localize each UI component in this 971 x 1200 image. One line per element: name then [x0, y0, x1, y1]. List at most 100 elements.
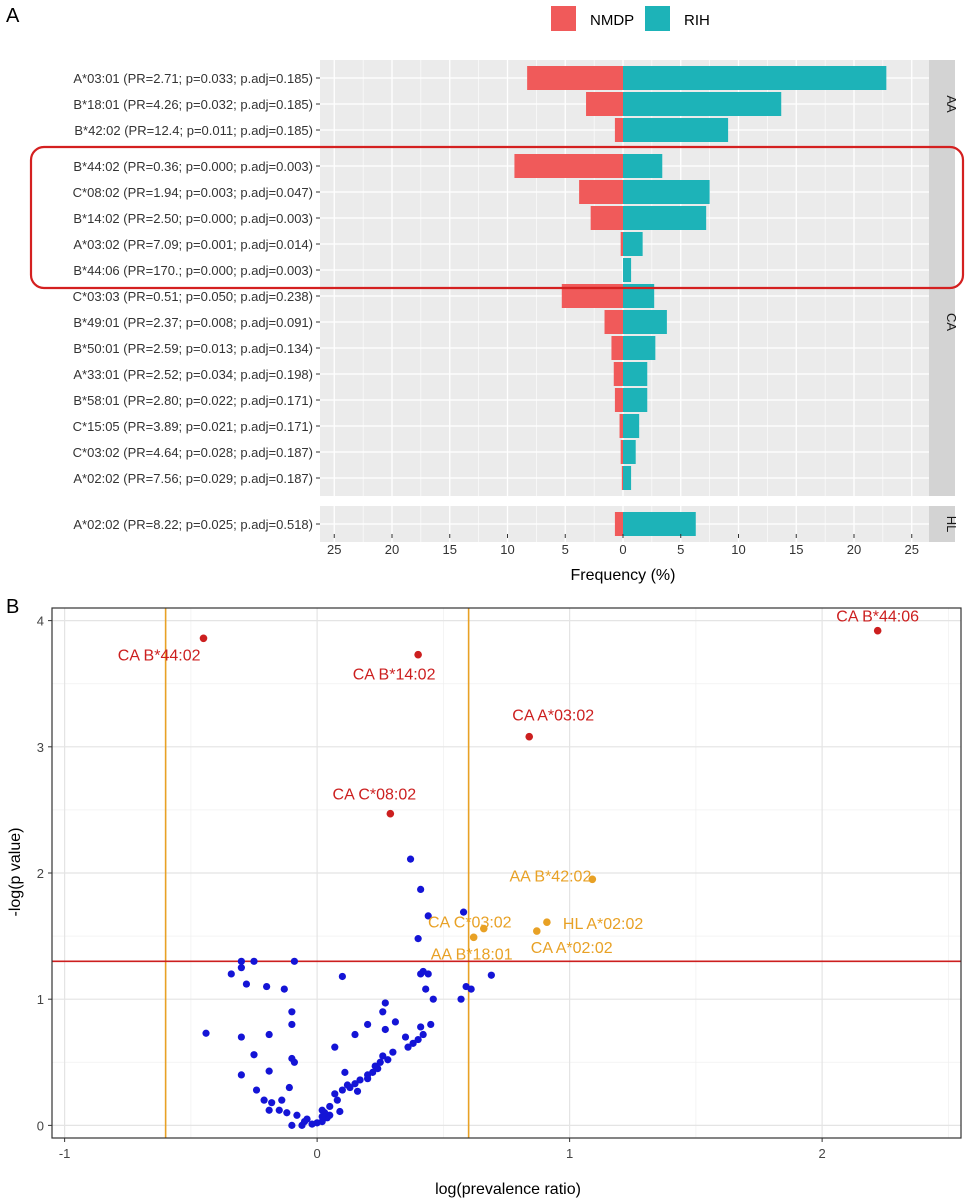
point-other: [250, 1051, 258, 1059]
bar-rih: [623, 310, 667, 334]
point-other: [237, 1033, 245, 1041]
point-other: [288, 1008, 296, 1016]
point-nominal: [588, 875, 597, 884]
point-other: [288, 1020, 296, 1029]
point-label: CA B*14:02: [353, 667, 436, 684]
facet-strip-label: HL: [944, 516, 959, 533]
x-tick-label: 25: [905, 542, 919, 557]
bar-nmdp: [614, 512, 623, 536]
point-other: [353, 1087, 362, 1095]
bar-nmdp: [527, 66, 623, 90]
x-axis-title-b: log(prevalence ratio): [435, 1181, 581, 1198]
point-other: [237, 964, 245, 972]
point-other: [414, 1035, 422, 1044]
x-tick-label: 1: [566, 1146, 573, 1161]
point-significant: [873, 626, 882, 635]
point-other: [260, 1096, 268, 1104]
bar-rih: [623, 388, 648, 412]
x-tick-label: 15: [443, 542, 457, 557]
point-other: [364, 1020, 372, 1029]
point-significant: [414, 650, 422, 659]
row-label: C*03:03 (PR=0.51; p=0.050; p.adj=0.238): [73, 289, 313, 304]
point-other: [427, 1020, 435, 1029]
point-other: [300, 1117, 309, 1126]
point-nominal: [533, 927, 541, 935]
point-other: [379, 1052, 387, 1060]
point-other: [252, 1086, 261, 1094]
bar-rih: [623, 362, 648, 386]
bar-rih: [623, 466, 632, 490]
point-other: [268, 1099, 276, 1107]
bar-rih: [623, 180, 710, 204]
point-other: [227, 970, 235, 978]
point-other: [265, 1106, 273, 1114]
point-label: CA B*44:06: [836, 609, 919, 626]
point-other: [293, 1111, 301, 1119]
x-tick-label: 15: [789, 542, 803, 557]
row-label: C*08:02 (PR=1.94; p=0.003; p.adj=0.047): [73, 185, 313, 200]
point-other: [278, 1096, 286, 1104]
legend: NMDP RIH: [551, 6, 710, 31]
row-label: B*49:01 (PR=2.37; p=0.008; p.adj=0.091): [73, 315, 313, 330]
y-axis-title-b: -log(p value): [7, 828, 24, 917]
bar-rih: [623, 440, 636, 464]
point-other: [376, 1058, 384, 1066]
row-label: B*58:01 (PR=2.80; p=0.022; p.adj=0.171): [73, 393, 313, 408]
point-other: [406, 855, 415, 863]
point-other: [401, 1033, 410, 1041]
point-other: [290, 957, 298, 965]
bar-nmdp: [613, 362, 623, 386]
facet-strip-label: AA: [944, 95, 959, 113]
row-label: C*03:02 (PR=4.64; p=0.028; p.adj=0.187): [73, 445, 313, 460]
point-other: [202, 1029, 210, 1037]
legend-label-rih: RIH: [684, 12, 710, 29]
bar-rih: [623, 118, 729, 142]
x-tick-label: 20: [385, 542, 399, 557]
y-tick-label: 4: [37, 614, 44, 629]
x-tick-label: 10: [731, 542, 745, 557]
panel-b-scatter-plot: B CA B*44:06 CA B*44:02 CA B*14:02 CA A*03:…: [6, 596, 962, 1198]
point-label: AA B*42:02: [510, 868, 592, 885]
bar-nmdp: [590, 206, 623, 230]
point-other: [379, 1008, 387, 1016]
bar-nmdp: [611, 336, 623, 360]
x-tick-label: 5: [677, 542, 684, 557]
point-significant: [525, 732, 534, 741]
bar-nmdp: [579, 180, 623, 204]
point-other: [422, 985, 430, 993]
bar-rih: [623, 232, 643, 256]
facet-strip: [929, 148, 955, 496]
point-label: HL A*02:02: [563, 916, 643, 933]
point-other: [424, 912, 432, 920]
point-other: [283, 1109, 291, 1117]
panel-a-bar-chart: A NMDP RIH AA A*03:01 (PR=2.71; p=0.033; …: [6, 5, 965, 584]
point-other: [326, 1102, 334, 1111]
bar-nmdp: [619, 414, 623, 438]
y-tick-label: 0: [37, 1118, 44, 1133]
x-tick-label: 2: [819, 1146, 826, 1161]
point-other: [318, 1112, 326, 1121]
bar-nmdp: [620, 440, 623, 464]
point-other: [275, 1106, 283, 1114]
point-other: [351, 1080, 359, 1088]
bar-rih: [623, 154, 663, 178]
x-tick-label: 20: [847, 542, 861, 557]
point-other: [487, 971, 495, 979]
point-other: [288, 1054, 296, 1063]
bar-nmdp: [621, 466, 623, 490]
point-label: CA B*44:02: [118, 647, 201, 664]
row-label: B*14:02 (PR=2.50; p=0.000; p.adj=0.003): [73, 211, 313, 226]
bar-nmdp: [614, 388, 623, 412]
point-other: [250, 957, 258, 965]
point-other: [331, 1090, 339, 1098]
row-label: A*03:02 (PR=7.09; p=0.001; p.adj=0.014): [73, 237, 313, 252]
bar-nmdp: [514, 154, 623, 178]
row-label: B*44:02 (PR=0.36; p=0.000; p.adj=0.003): [73, 159, 313, 174]
point-significant: [386, 809, 395, 818]
highlight-box: [29, 145, 965, 290]
row-label: B*42:02 (PR=12.4; p=0.011; p.adj=0.185): [74, 123, 313, 138]
bar-rih: [623, 336, 656, 360]
y-tick-label: 1: [37, 992, 44, 1007]
point-other: [414, 935, 422, 943]
panel-b-label: B: [6, 596, 19, 618]
